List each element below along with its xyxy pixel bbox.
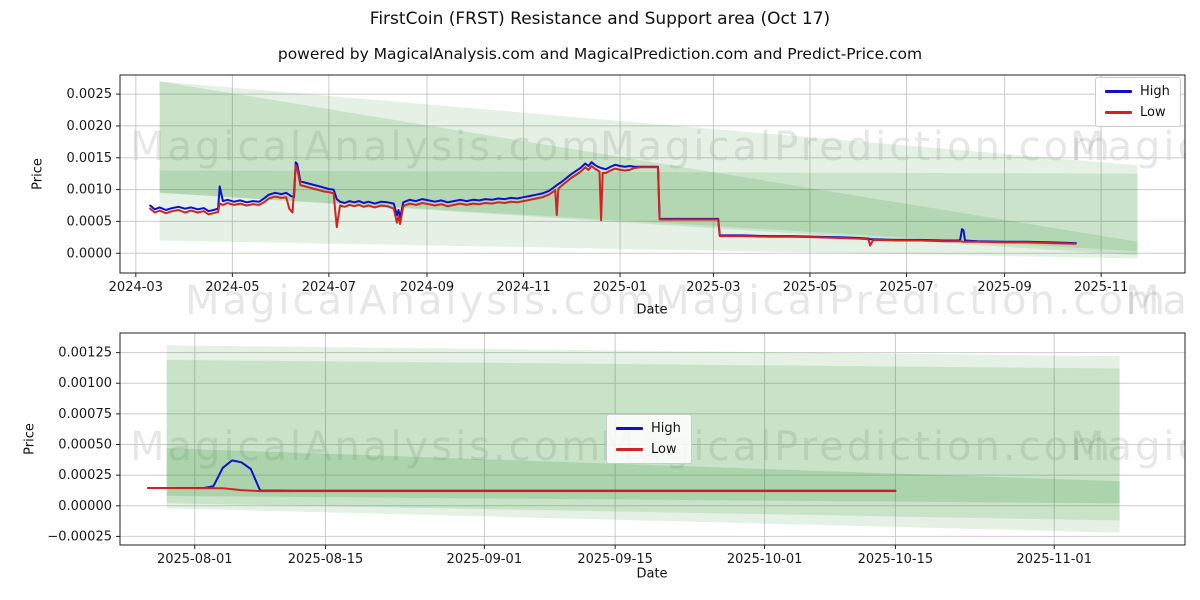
legend-entry-high: High (1105, 84, 1170, 99)
legend-high-label: High (1140, 84, 1170, 99)
y-tick-label: 0.00125 (58, 346, 112, 361)
y-tick-label: 0.00100 (58, 376, 112, 391)
y-tick-label: 0.0010 (67, 183, 113, 198)
plot-border (119, 332, 1186, 546)
low-line (147, 487, 897, 493)
x-tick-label: 2025-07 (879, 280, 933, 295)
mid-band-band (159, 170, 1138, 256)
y-tick-label: 0.00075 (58, 407, 112, 422)
x-tick-label: 2025-09-15 (577, 552, 653, 567)
y-tick-label: 0.0020 (67, 119, 113, 134)
legend-top: High Low (1095, 77, 1181, 127)
y-axis-label-top: Price (30, 158, 46, 190)
x-tick-label: 2025-11-01 (1016, 552, 1092, 567)
x-tick-label: 2025-01 (593, 280, 647, 295)
support-resistance-envelope-band (159, 81, 1138, 259)
legend-entry-low: Low (616, 442, 681, 457)
y-tick-label: 0.0015 (67, 151, 113, 166)
y-axis-label-bottom: Price (22, 423, 38, 455)
x-axis-label-bottom: Date (636, 566, 668, 582)
high-line-swatch (1105, 90, 1132, 93)
x-tick-label: 2025-09 (977, 280, 1031, 295)
x-tick-label: 2025-08-01 (157, 552, 233, 567)
y-tick-label: −0.00025 (47, 529, 112, 544)
low-line-swatch (616, 448, 643, 451)
legend-entry-high: High (616, 421, 681, 436)
x-tick-label: 2025-11 (1074, 280, 1128, 295)
legend-entry-low: Low (1105, 105, 1170, 120)
chart-title: FirstCoin (FRST) Resistance and Support … (369, 9, 831, 29)
legend-bottom: High Low (606, 414, 692, 464)
low-line-swatch (1105, 111, 1132, 114)
y-tick-label: 0.00025 (58, 468, 112, 483)
y-tick-label: 0.0000 (67, 246, 113, 261)
x-tick-label: 2025-03 (686, 280, 740, 295)
low-line (149, 164, 1077, 247)
high-line-swatch (616, 427, 643, 430)
x-tick-label: 2024-05 (205, 280, 259, 295)
x-tick-label: 2024-09 (400, 280, 454, 295)
x-axis-label-top: Date (636, 302, 668, 318)
legend-low-label: Low (651, 442, 677, 457)
x-tick-label: 2025-10-01 (727, 552, 803, 567)
chart-subtitle: powered by MagicalAnalysis.com and Magic… (277, 45, 923, 63)
y-tick-label: 0.00000 (58, 499, 112, 514)
y-tick-label: 0.0025 (67, 87, 113, 102)
y-tick-label: 0.00050 (58, 438, 112, 453)
x-tick-label: 2025-05 (783, 280, 837, 295)
y-tick-label: 0.0005 (67, 214, 113, 229)
x-tick-label: 2024-03 (109, 280, 163, 295)
x-tick-label: 2025-08-15 (288, 552, 364, 567)
x-tick-label: 2025-10-15 (858, 552, 934, 567)
legend-high-label: High (651, 421, 681, 436)
x-tick-label: 2024-11 (496, 280, 550, 295)
x-tick-label: 2024-07 (302, 280, 356, 295)
plot-border (119, 74, 1186, 274)
support-wedge-band (166, 448, 1120, 504)
x-tick-label: 2025-09-01 (447, 552, 523, 567)
legend-low-label: Low (1140, 105, 1166, 120)
